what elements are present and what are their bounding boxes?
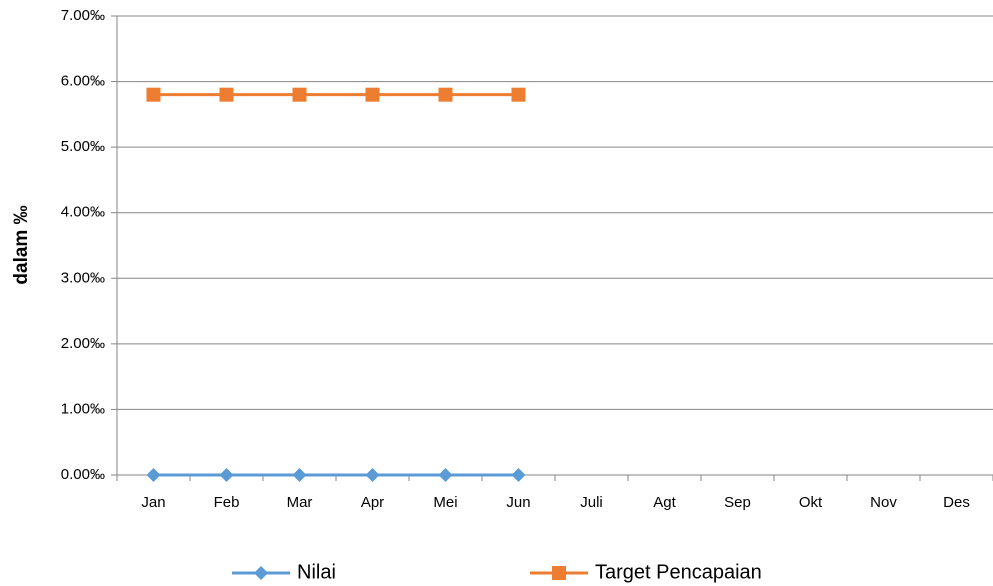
y-tick-label: 6.00‰ [61,73,105,90]
x-tick-label: Des [943,494,970,511]
x-tick-label: Apr [361,494,384,511]
x-tick-label: Jan [141,494,165,511]
y-tick-label: 3.00‰ [61,269,105,286]
legend-label: Target Pencapaian [595,561,762,583]
x-tick-label: Juli [580,494,603,511]
y-tick-label: 5.00‰ [61,138,105,155]
legend-label: Nilai [297,561,336,583]
data-point [292,468,307,482]
x-tick-label: Feb [214,494,240,511]
data-point [365,468,380,482]
x-tick-label: Sep [724,494,751,511]
data-point [511,87,526,102]
x-tick-label: Agt [653,494,676,511]
data-point [365,87,380,102]
x-tick-label: Jun [506,494,530,511]
x-tick-label: Okt [799,494,823,511]
x-tick-label: Mei [433,494,457,511]
data-point [292,87,307,102]
y-tick-label: 1.00‰ [61,400,105,417]
data-point [219,468,234,482]
data-point [511,468,526,482]
y-tick-label: 2.00‰ [61,335,105,352]
x-tick-label: Mar [287,494,313,511]
data-point [146,87,161,102]
data-point [219,87,234,102]
x-tick-label: Nov [870,494,897,511]
data-point [146,468,161,482]
y-tick-label: 0.00‰ [61,466,105,483]
data-point [438,87,453,102]
y-axis-label: dalam ‰ [11,205,32,284]
data-point [438,468,453,482]
y-tick-label: 7.00‰ [61,7,105,24]
legend-marker [552,566,566,580]
legend-marker [254,566,268,580]
y-tick-label: 4.00‰ [61,204,105,221]
